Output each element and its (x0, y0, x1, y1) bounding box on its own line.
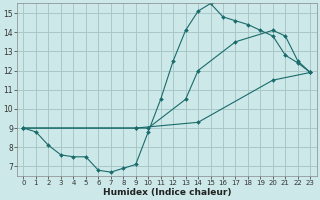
X-axis label: Humidex (Indice chaleur): Humidex (Indice chaleur) (103, 188, 231, 197)
